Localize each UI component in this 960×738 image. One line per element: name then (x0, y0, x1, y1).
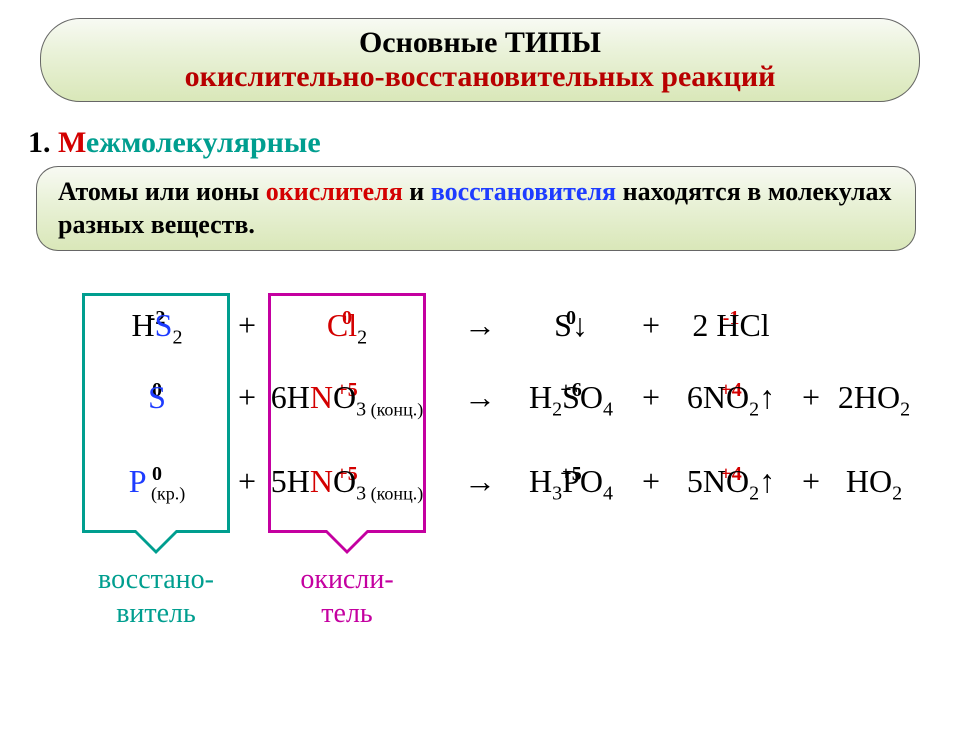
reactant-1: 0P (кр.) (90, 463, 224, 504)
plus-sign: + (640, 463, 662, 500)
reaction-row: -2HS2+0Cl2→0S↓+-12 HCl (60, 281, 920, 353)
section-rest: ежмолекулярные (86, 126, 321, 159)
reactant-1: -2HS2 (90, 307, 224, 349)
oxidizer-label: окисли-тель (268, 563, 426, 630)
section-prefix: 1. (28, 126, 58, 159)
reactant-2: +55HNO3 (конц.) (270, 463, 424, 505)
plus-sign: + (230, 463, 264, 500)
product-2: +46NO2↑ (664, 379, 798, 421)
product-1: 0S↓ (504, 307, 638, 344)
reactant-2: 0Cl2 (270, 307, 424, 349)
reaction-row: 0S++56HNO3 (конц.)→+6H2SO4++46NO2↑+2HO2 (60, 353, 920, 425)
title-line2: окислительно-восстановительных реакций (60, 60, 900, 94)
product-2: +45NO2↑ (664, 463, 798, 505)
reaction-row: 0P (кр.)++55HNO3 (конц.)→+5H3PO4++45NO2↑… (60, 437, 920, 509)
def-oxidizer: окислителя (266, 177, 403, 206)
reducer-label: восстано-витель (68, 563, 244, 630)
def-p1: Атомы или ионы (58, 177, 266, 206)
reducer-arrow-icon (132, 530, 180, 554)
title-box: Основные ТИПЫ окислительно-восстановител… (40, 18, 920, 102)
product-1: +6H2SO4 (504, 379, 638, 421)
section-heading: 1. Межмолекулярные (28, 126, 960, 160)
def-p2: и (403, 177, 431, 206)
reactant-1: 0S (90, 379, 224, 416)
plus-sign: + (800, 463, 822, 500)
plus-sign: + (230, 379, 264, 416)
product-3: HO2 (824, 463, 924, 505)
def-reducer: восстановителя (431, 177, 616, 206)
arrow-right-icon: → (460, 307, 500, 344)
reactant-2: +56HNO3 (конц.) (270, 379, 424, 421)
definition-box: Атомы или ионы окислителя и восстановите… (36, 166, 916, 251)
plus-sign: + (640, 379, 662, 416)
product-2: -12 HCl (664, 307, 798, 344)
oxidizer-arrow-icon (323, 530, 371, 554)
product-3: 2HO2 (824, 379, 924, 421)
arrow-right-icon: → (460, 463, 500, 500)
plus-sign: + (800, 379, 822, 416)
arrow-right-icon: → (460, 379, 500, 416)
plus-sign: + (640, 307, 662, 344)
reactions-area: восстано-витель окисли-тель -2HS2+0Cl2→0… (60, 273, 920, 653)
plus-sign: + (230, 307, 264, 344)
title-line1: Основные ТИПЫ (60, 26, 900, 60)
section-first-letter: М (58, 126, 86, 159)
product-1: +5H3PO4 (504, 463, 638, 505)
